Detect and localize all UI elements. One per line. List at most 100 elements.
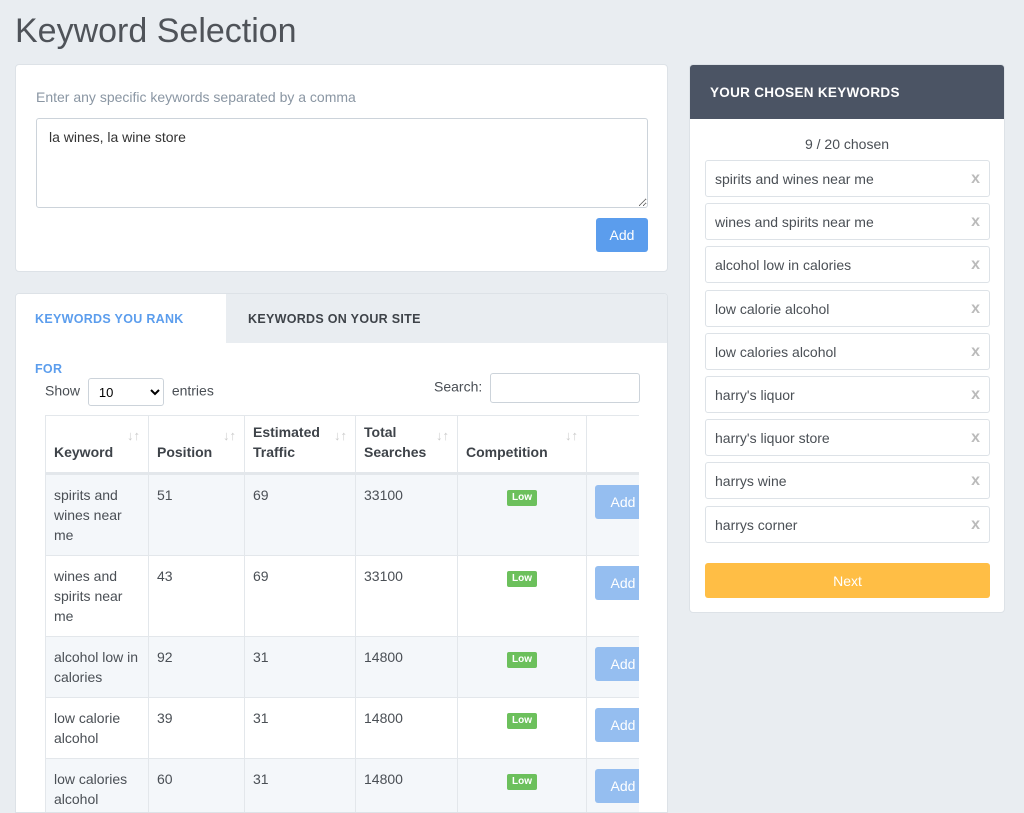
table-row: alcohol low in calories 92 31 14800 Low … [46,637,640,698]
position-cell: 43 [149,556,245,637]
chosen-keyword-item: low calories alcohol x [705,333,990,370]
chosen-keyword-label: wines and spirits near me [715,214,874,230]
tab-bar: KEYWORDS YOU RANK FOR KEYWORDS ON YOUR S… [16,294,667,343]
add-keyword-button[interactable]: Add [595,566,639,600]
competition-badge: Low [507,774,537,790]
position-cell: 92 [149,637,245,698]
column-header-keyword[interactable]: Keyword↓↑ [46,416,149,474]
keyword-cell: spirits and wines near me [46,474,149,556]
chosen-keyword-label: spirits and wines near me [715,171,874,187]
page-size-select[interactable]: 10 [88,378,164,406]
competition-cell: Low [458,474,587,556]
chosen-keywords-title: YOUR CHOSEN KEYWORDS [690,65,1004,119]
chosen-keyword-item: harry's liquor x [705,376,990,413]
show-label: Show [45,383,80,399]
remove-icon[interactable]: x [971,256,980,274]
chosen-keyword-label: harrys wine [715,473,787,489]
chosen-keyword-label: alcohol low in calories [715,257,851,273]
add-keyword-button[interactable]: Add [595,769,639,803]
remove-icon[interactable]: x [971,343,980,361]
remove-icon[interactable]: x [971,516,980,534]
competition-badge: Low [507,652,537,668]
keyword-cell: low calories alcohol [46,759,149,813]
column-header-position[interactable]: Position↓↑ [149,416,245,474]
chosen-keyword-item: harrys wine x [705,462,990,499]
chosen-keyword-item: harry's liquor store x [705,419,990,456]
traffic-cell: 69 [245,474,356,556]
searches-cell: 14800 [356,637,458,698]
action-cell: Add [587,759,640,813]
chosen-keywords-panel: YOUR CHOSEN KEYWORDS 9 / 20 chosen spiri… [689,64,1005,613]
competition-cell: Low [458,637,587,698]
chosen-keyword-label: low calories alcohol [715,344,836,360]
tab-keywords-on-your-site[interactable]: KEYWORDS ON YOUR SITE [229,294,440,343]
chosen-keyword-item: alcohol low in calories x [705,246,990,283]
remove-icon[interactable]: x [971,472,980,490]
column-header-total-searches[interactable]: Total Searches↓↑ [356,416,458,474]
sort-icon: ↓↑ [436,426,449,446]
search-input[interactable] [490,373,640,403]
remove-icon[interactable]: x [971,300,980,318]
table-row: low calories alcohol 60 31 14800 Low Add [46,759,640,813]
action-cell: Add [587,637,640,698]
competition-badge: Low [507,713,537,729]
sort-icon: ↓↑ [334,426,347,446]
remove-icon[interactable]: x [971,213,980,231]
keyword-cell: wines and spirits near me [46,556,149,637]
searches-cell: 14800 [356,698,458,759]
keyword-entry-hint: Enter any specific keywords separated by… [36,89,356,105]
competition-cell: Low [458,759,587,813]
traffic-cell: 31 [245,637,356,698]
keyword-entry-card: Enter any specific keywords separated by… [15,64,668,272]
keyword-entry-textarea[interactable]: la wines, la wine store [36,118,648,208]
searches-cell: 33100 [356,474,458,556]
sort-icon: ↓↑ [127,426,140,446]
chosen-keyword-item: spirits and wines near me x [705,160,990,197]
entries-label: entries [172,383,214,399]
sort-icon: ↓↑ [223,426,236,446]
column-header-estimated-traffic[interactable]: Estimated Traffic↓↑ [245,416,356,474]
remove-icon[interactable]: x [971,170,980,188]
chosen-keyword-label: harry's liquor [715,387,795,403]
add-keyword-button[interactable]: Add [595,647,639,681]
keywords-table: Keyword↓↑ Position↓↑ Estimated Traffic↓↑… [45,415,639,813]
table-row: spirits and wines near me 51 69 33100 Lo… [46,474,640,556]
chosen-count: 9 / 20 chosen [690,136,1004,152]
position-cell: 39 [149,698,245,759]
action-cell: Add [587,698,640,759]
table-row: low calorie alcohol 39 31 14800 Low Add [46,698,640,759]
remove-icon[interactable]: x [971,386,980,404]
chosen-keyword-label: harrys corner [715,517,797,533]
chosen-keyword-item: low calorie alcohol x [705,290,990,327]
add-keywords-button[interactable]: Add [596,218,648,252]
add-keyword-button[interactable]: Add [595,485,639,519]
chosen-keyword-label: low calorie alcohol [715,301,829,317]
traffic-cell: 31 [245,759,356,813]
page-size-control: Show 10 entries [45,378,214,406]
traffic-cell: 69 [245,556,356,637]
competition-badge: Low [507,490,537,506]
position-cell: 60 [149,759,245,813]
column-header-competition[interactable]: Competition↓↑ [458,416,587,474]
chosen-keyword-label: harry's liquor store [715,430,830,446]
keyword-cell: low calorie alcohol [46,698,149,759]
searches-cell: 14800 [356,759,458,813]
add-keyword-button[interactable]: Add [595,708,639,742]
action-cell: Add [587,474,640,556]
traffic-cell: 31 [245,698,356,759]
searches-cell: 33100 [356,556,458,637]
competition-cell: Low [458,698,587,759]
column-header-action [587,416,640,474]
position-cell: 51 [149,474,245,556]
page-title: Keyword Selection [15,12,297,51]
remove-icon[interactable]: x [971,429,980,447]
sort-icon: ↓↑ [565,426,578,446]
keywords-table-wrapper: Keyword↓↑ Position↓↑ Estimated Traffic↓↑… [45,415,639,813]
action-cell: Add [587,556,640,637]
next-button[interactable]: Next [705,563,990,598]
search-label: Search: [434,379,482,395]
competition-cell: Low [458,556,587,637]
keywords-table-card: KEYWORDS YOU RANK FOR KEYWORDS ON YOUR S… [15,293,668,813]
tab-keywords-you-rank-for[interactable]: KEYWORDS YOU RANK FOR [16,294,226,343]
chosen-keyword-item: harrys corner x [705,506,990,543]
